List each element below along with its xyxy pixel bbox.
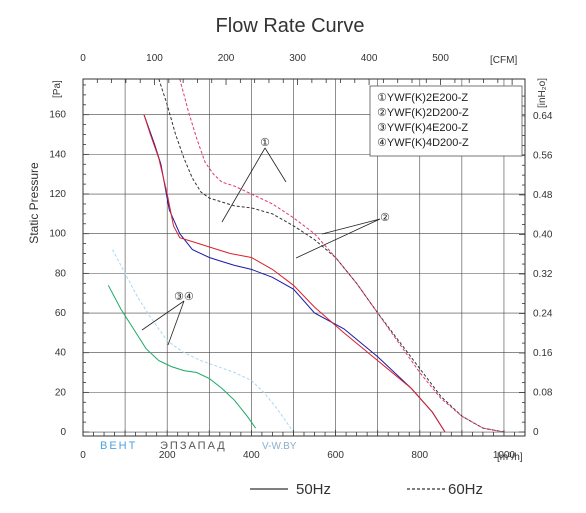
callout-2-label: ② [380,212,390,224]
x-top-tick-label: 200 [218,53,235,64]
line-style-50hz-label: 50Hz [296,481,331,498]
y-left-unit: [Pa] [52,80,63,98]
line-style-60hz-label: 60Hz [448,481,483,498]
series-line-1 [143,114,446,433]
y-right-tick-label: 0.56 [533,150,553,161]
callout-2: ② [295,212,390,259]
series-line-2 [143,114,446,433]
series-group [107,78,505,433]
y-left-tick-label: 160 [49,110,66,121]
legend-entry-3: ③YWF(K)4E200-Z [377,122,468,134]
y-right-tick-label: 0.40 [533,229,553,240]
series-line-3 [158,78,505,433]
legend-box: ①YWF(K)2E200-Z ②YWF(K)2D200-Z ③YWF(K)4E2… [369,85,523,157]
y-right-tick-label: 0.64 [533,111,553,122]
x-bottom-tick-label: 400 [243,450,260,461]
x-top-tick-label: 500 [432,53,449,64]
x-top-tick-label: 300 [289,53,306,64]
legend-entry-2: ②YWF(K)2D200-Z [377,107,469,119]
series-line-5 [107,285,257,429]
callout-1-label: ① [260,137,270,149]
y-left-tick-label: 140 [49,149,66,160]
y-left-tick-label: 80 [55,268,67,279]
series-line-4 [179,78,505,433]
chart-title: Flow Rate Curve [216,15,365,37]
y-right-tick-label: 0.08 [533,388,553,399]
callout-1: ① [221,137,287,223]
watermark-part3: V-W.BY [262,441,297,452]
x-bottom-tick-label: 200 [159,450,176,461]
legend-entry-1: ①YWF(K)2E200-Z [377,92,468,104]
watermark-part1: ВЕНТ [100,440,137,452]
y-left-tick-label: 60 [55,308,67,319]
callout-3-4: ③④ [141,291,194,346]
y-right-tick-label: 0.16 [533,348,553,359]
y-right-tick-label: 0.32 [533,269,553,280]
x-bottom-tick-label: 600 [327,450,344,461]
y-right-tick-label: 0.24 [533,308,553,319]
x-bottom-unit: [m³/h] [497,452,523,463]
legend-entry-4: ④YWF(K)4D200-Z [377,137,469,149]
x-top-tick-label: 100 [146,53,163,64]
y-left-tick-label: 20 [55,387,67,398]
line-style-key-50hz: 50Hz [250,481,331,498]
x-bottom-tick-label: 1000 [493,450,516,461]
y-axis-title: Static Pressure [27,162,41,244]
y-right-tick-label: 0.48 [533,190,553,201]
x-bottom-tick-label: 0 [80,450,86,461]
x-top-tick-label: 0 [80,53,86,64]
y-right-tick-label: 0 [533,427,539,438]
y-right-unit: [inH₂o] [537,78,548,108]
series-line-6 [112,249,294,433]
y-left-tick-label: 100 [49,229,66,240]
callout-3-4-label: ③④ [174,291,194,303]
x-top-unit: [CFM] [490,55,517,66]
x-bottom-tick-label: 800 [411,450,428,461]
x-top-tick-label: 400 [361,53,378,64]
watermark-part2: ЭПЗАПАД [160,440,227,452]
y-left-tick-label: 120 [49,189,66,200]
line-style-key-60hz: 60Hz [407,481,483,498]
y-left-tick-label: 40 [55,348,67,359]
y-left-tick-label: 0 [60,427,66,438]
